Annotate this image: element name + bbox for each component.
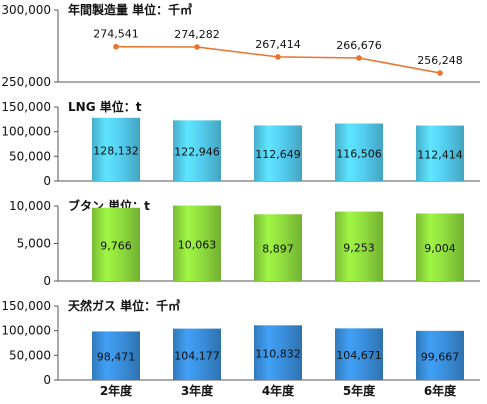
x-category-label: 3年度 bbox=[181, 383, 214, 398]
natural-gas-y-tick-label: 50,000 bbox=[9, 348, 51, 362]
natural-gas-y-tick-label: 150,000 bbox=[1, 299, 51, 313]
lng-bar bbox=[92, 117, 140, 181]
lng-data-label: 128,132 bbox=[93, 144, 139, 157]
annual-production-point bbox=[437, 70, 443, 76]
lng-bar bbox=[254, 125, 302, 181]
annual-production-point bbox=[275, 54, 281, 60]
butane-data-label: 9,253 bbox=[343, 241, 375, 254]
annual-production-data-label: 274,541 bbox=[93, 28, 139, 41]
butane-data-label: 10,063 bbox=[178, 238, 217, 251]
annual-production-data-label: 274,282 bbox=[174, 28, 220, 41]
butane-bar bbox=[416, 213, 464, 281]
natural-gas-bar bbox=[335, 328, 383, 380]
annual-production-point bbox=[194, 44, 200, 50]
butane-y-tick-label: 5,000 bbox=[17, 237, 51, 251]
lng-data-label: 116,506 bbox=[336, 147, 382, 160]
lng-bar bbox=[335, 123, 383, 181]
butane-y-tick-label: 10,000 bbox=[9, 199, 51, 213]
lng-data-label: 112,649 bbox=[255, 148, 301, 161]
butane-data-label: 8,897 bbox=[262, 243, 294, 256]
natural-gas-data-label: 98,471 bbox=[97, 351, 136, 364]
x-category-label: 2年度 bbox=[100, 383, 133, 398]
lng-bar bbox=[416, 125, 464, 181]
natural-gas-data-label: 104,671 bbox=[336, 349, 382, 362]
lng-y-tick-label: 100,000 bbox=[1, 125, 51, 139]
annual-production-y-tick-label: 250,000 bbox=[1, 75, 51, 89]
natural-gas-bar bbox=[254, 325, 302, 380]
butane-data-label: 9,766 bbox=[100, 239, 132, 252]
natural-gas-data-label: 104,177 bbox=[174, 349, 220, 362]
lng-data-label: 122,946 bbox=[174, 146, 220, 159]
annual-production-point bbox=[113, 43, 119, 50]
butane-bar bbox=[335, 211, 383, 281]
lng-y-tick-label: 0 bbox=[43, 174, 51, 188]
lng-title: LNG 単位：t bbox=[68, 99, 142, 114]
lng-bar bbox=[173, 120, 221, 181]
x-category-label: 6年度 bbox=[424, 383, 457, 398]
lng-y-tick-label: 50,000 bbox=[9, 149, 51, 163]
natural-gas-y-tick-label: 100,000 bbox=[1, 324, 51, 338]
butane-y-tick-label: 0 bbox=[43, 274, 51, 288]
natural-gas-y-tick-label: 0 bbox=[43, 373, 51, 387]
natural-gas-bar bbox=[173, 328, 221, 380]
natural-gas-bar bbox=[416, 330, 464, 380]
natural-gas-data-label: 110,832 bbox=[255, 348, 301, 361]
x-category-label: 5年度 bbox=[343, 383, 376, 398]
lng-y-tick-label: 150,000 bbox=[1, 100, 51, 114]
natural-gas-bar bbox=[92, 331, 140, 380]
butane-data-label: 9,004 bbox=[424, 242, 456, 255]
annual-production-y-tick-label: 300,000 bbox=[1, 3, 51, 17]
x-category-label: 4年度 bbox=[262, 383, 295, 398]
butane-bar bbox=[254, 214, 302, 281]
annual-production-data-label: 266,676 bbox=[336, 39, 382, 52]
annual-production-data-label: 256,248 bbox=[417, 54, 463, 67]
butane-bar bbox=[173, 205, 221, 281]
annual-production-data-label: 267,414 bbox=[255, 38, 301, 51]
butane-bar bbox=[92, 207, 140, 281]
annual-production-title: 年間製造量 単位：千㎥ bbox=[68, 2, 192, 17]
annual-production-point bbox=[356, 55, 362, 61]
natural-gas-data-label: 99,667 bbox=[421, 350, 460, 363]
lng-data-label: 112,414 bbox=[417, 148, 463, 161]
natural-gas-title: 天然ガス 単位：千㎥ bbox=[68, 298, 180, 313]
